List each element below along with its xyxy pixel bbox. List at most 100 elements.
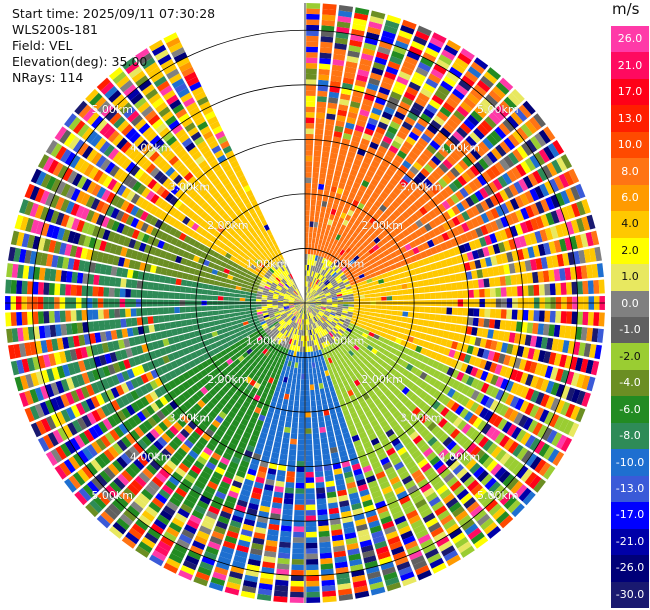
velocity-gate [427,521,442,533]
velocity-gate [289,306,295,309]
velocity-gate [533,310,540,322]
velocity-gate [494,466,507,480]
velocity-gate [114,350,123,361]
velocity-gate [437,85,451,97]
velocity-gate [306,319,309,325]
velocity-gate [120,246,128,257]
velocity-gate [311,356,315,363]
velocity-gate [261,294,268,298]
velocity-gate [504,367,513,379]
velocity-gate [306,30,319,37]
velocity-gate [571,388,581,404]
velocity-gate [300,318,303,325]
velocity-gate [419,443,430,454]
velocity-gate [398,164,409,174]
velocity-gate [227,326,234,332]
velocity-gate [530,217,539,231]
velocity-gate [353,304,360,308]
velocity-gate [397,295,404,301]
velocity-gate [260,409,268,417]
velocity-gate [165,459,177,471]
velocity-gate [46,368,55,382]
velocity-gate [338,271,345,278]
velocity-gate [567,340,575,355]
velocity-gate [446,118,459,130]
velocity-gate [373,200,382,208]
velocity-gate [294,334,298,341]
velocity-gate [401,316,408,323]
velocity-gate [408,81,421,92]
velocity-gate [473,536,489,549]
velocity-gate [123,509,137,522]
velocity-gate [330,243,336,251]
velocity-gate [565,387,576,402]
velocity-gate [335,314,341,319]
velocity-gate [177,349,185,358]
velocity-gate [353,292,359,297]
velocity-gate [358,327,365,333]
velocity-gate [361,161,370,170]
velocity-gate [378,433,388,442]
velocity-gate [256,293,263,297]
velocity-gate [532,245,541,258]
velocity-gate [147,281,154,290]
velocity-gate [306,537,318,543]
velocity-gate [535,216,545,229]
velocity-gate [75,347,83,360]
velocity-gate [356,119,367,128]
velocity-gate [433,531,447,543]
velocity-gate [543,242,552,255]
velocity-gate [473,289,480,298]
velocity-gate [186,378,195,387]
velocity-gate [312,433,320,440]
velocity-gate [341,427,349,435]
velocity-gate [76,285,83,296]
velocity-gate [444,275,451,283]
velocity-gate [407,349,415,357]
velocity-gate [347,150,356,159]
velocity-gate [404,116,416,126]
velocity-gate [336,346,342,353]
velocity-gate [213,335,220,343]
velocity-gate [243,324,250,330]
velocity-gate [375,471,386,480]
velocity-gate [413,306,420,312]
velocity-gate [309,270,313,277]
velocity-gate [292,548,304,554]
velocity-gate [535,201,545,214]
velocity-gate [286,337,291,344]
velocity-gate [363,175,372,183]
velocity-gate [164,372,173,382]
velocity-gate [396,490,409,500]
velocity-gate [308,306,313,312]
velocity-gate [281,404,288,411]
velocity-gate [545,395,555,410]
velocity-gate [48,239,57,253]
velocity-gate [93,496,107,510]
velocity-gate [262,324,269,330]
velocity-gate [527,419,539,433]
velocity-gate [261,494,272,502]
velocity-gate [282,315,288,320]
velocity-gate [318,312,324,316]
velocity-gate [413,294,420,300]
velocity-gate [265,336,271,342]
velocity-gate [401,436,412,447]
velocity-gate [162,338,170,347]
velocity-gate [322,595,337,603]
velocity-gate [131,279,138,289]
velocity-gate [107,463,120,476]
velocity-gate [21,358,30,373]
velocity-gate [342,238,349,245]
velocity-gate [332,175,341,183]
velocity-gate [391,140,402,150]
velocity-gate [292,316,297,322]
velocity-gate [315,306,321,310]
velocity-gate [315,272,319,279]
velocity-gate [375,248,383,255]
velocity-gate [191,281,198,288]
velocity-gate [308,335,312,341]
velocity-gate [383,277,390,283]
velocity-gate [293,310,298,316]
velocity-gate [322,8,337,16]
